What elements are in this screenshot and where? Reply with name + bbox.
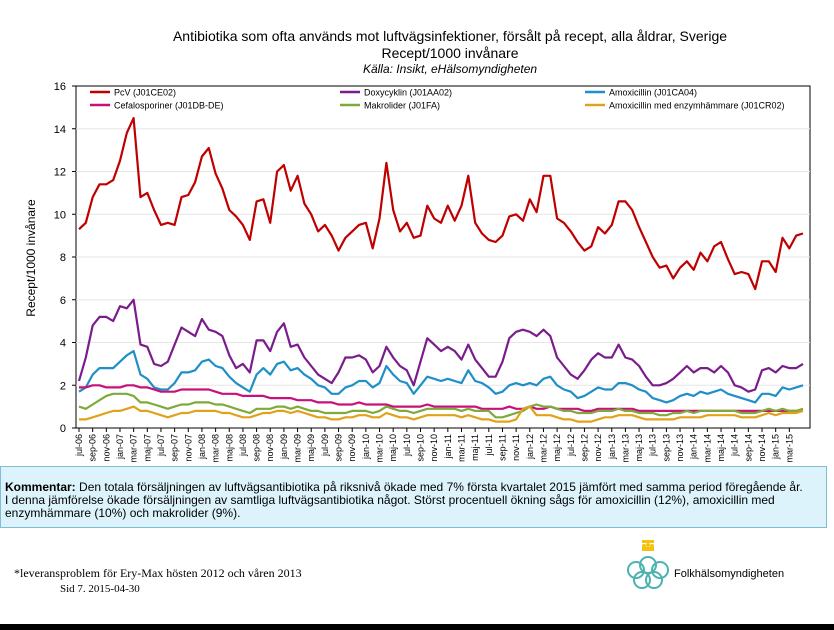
x-tick-label: jul-13	[648, 434, 658, 457]
x-tick-label: jan-08	[197, 434, 207, 460]
y-tick-label: 10	[54, 209, 66, 221]
x-tick-label: nov-12	[593, 434, 603, 462]
x-tick-label: maj-14	[716, 434, 726, 462]
x-tick-label: mar-09	[293, 434, 303, 463]
y-tick-label: 2	[60, 380, 66, 392]
line-chart: PcV (J01CE02) Doxycyklin (J01AA02) Amoxici…	[24, 81, 811, 463]
x-tick-label: sep-14	[743, 434, 753, 462]
x-tick-label: mar-08	[211, 434, 221, 463]
x-tick-label: nov-08	[265, 434, 275, 462]
series-line-0	[78, 116, 804, 291]
folkhalsomyndigheten-logo-icon	[627, 540, 669, 589]
x-tick-label: mar-07	[129, 434, 139, 463]
x-tick-label: jan-07	[115, 434, 125, 460]
legend-label: PcV (J01CE02)	[114, 88, 176, 98]
x-tick-label: nov-11	[511, 434, 521, 461]
x-tick-label: jan-13	[607, 434, 617, 460]
x-tick-label: mar-13	[620, 434, 630, 463]
y-tick-label: 12	[54, 167, 66, 179]
x-tick-label: jan-14	[689, 434, 699, 460]
x-tick-label: jul-09	[320, 434, 330, 457]
x-tick-label: maj-09	[306, 434, 316, 462]
x-tick-label: jul-08	[238, 434, 248, 457]
comment-box: Kommentar: Den totala försäljningen av l…	[0, 466, 827, 528]
x-tick-label: jul-12	[566, 434, 576, 457]
x-tick-label: nov-14	[757, 434, 767, 462]
chart-subtitle: Recept/1000 invånare	[381, 45, 519, 61]
series-line-1	[77, 298, 804, 393]
x-tick-label: sep-08	[252, 434, 262, 462]
y-tick-label: 0	[60, 423, 66, 435]
chart-title: Antibiotika som ofta används mot luftväg…	[172, 28, 728, 44]
x-tick-label: maj-12	[552, 434, 562, 462]
x-tick-label: mar-14	[702, 434, 712, 463]
x-tick-label: nov-10	[429, 434, 439, 462]
x-tick-label: sep-13	[661, 434, 671, 462]
x-tick-label: jan-10	[361, 434, 371, 460]
series-line-3	[79, 384, 803, 412]
x-tick-label: jan-15	[771, 434, 781, 460]
footnote: *leveransproblem för Ery-Max hösten 2012…	[14, 566, 302, 580]
comment-line1: Den totala försäljningen av luftvägsanti…	[75, 480, 803, 494]
x-tick-label: mar-11	[456, 434, 466, 462]
comment-line2: I denna jämförelse ökade försäljningen a…	[5, 493, 775, 507]
x-tick-label: maj-10	[388, 434, 398, 462]
x-tick-label: sep-10	[416, 434, 426, 462]
series-line-4	[78, 392, 804, 419]
comment-label: Kommentar:	[5, 480, 76, 494]
bottom-bar	[0, 624, 834, 630]
x-tick-label: maj-08	[224, 434, 234, 462]
legend-label: Amoxicillin (J01CA04)	[609, 88, 697, 98]
legend-label: Cefalosporiner (J01DB-DE)	[114, 101, 224, 111]
x-tick-label: mar-10	[375, 434, 385, 463]
legend-label: Doxycyklin (J01AA02)	[364, 88, 452, 98]
x-tick-label: maj-13	[634, 434, 644, 462]
series-line-2	[78, 350, 804, 404]
x-tick-label: sep-09	[334, 434, 344, 462]
x-tick-label: maj-11	[470, 434, 480, 461]
y-tick-label: 14	[54, 124, 66, 136]
y-tick-label: 4	[60, 338, 66, 350]
x-tick-label: maj-07	[142, 434, 152, 462]
x-tick-label: nov-09	[347, 434, 357, 462]
x-tick-label: mar-12	[538, 434, 548, 463]
chart-source: Källa: Insikt, eHälsomyndigheten	[362, 62, 538, 76]
x-tick-label: nov-07	[183, 434, 193, 462]
x-tick-label: sep-11	[497, 434, 507, 461]
x-tick-label: sep-06	[88, 434, 98, 462]
logo-text: Folkhälsomyndigheten	[674, 568, 785, 580]
x-tick-label: jul-07	[156, 434, 166, 457]
y-tick-label: 16	[54, 81, 66, 93]
legend-label: Amoxicillin med enzymhämmare (J01CR02)	[609, 101, 785, 111]
x-tick-label: jul-10	[402, 434, 412, 457]
x-tick-label: sep-07	[170, 434, 180, 462]
legend-label: Makrolider (J01FA)	[364, 101, 440, 111]
x-tick-label: jul-11	[484, 434, 494, 456]
page-number: Sid 7. 2015-04-30	[60, 583, 140, 595]
y-tick-label: 8	[60, 252, 66, 264]
y-axis-label: Recept/1000 invånare	[24, 199, 38, 317]
x-tick-label: jan-11	[443, 434, 453, 459]
comment-line3: enzymhämmare (10%) och makrolider (9%).	[5, 506, 241, 520]
series-line-5	[79, 405, 804, 423]
x-tick-label: nov-06	[101, 434, 111, 462]
x-tick-label: jul-14	[730, 434, 740, 457]
x-tick-label: sep-12	[579, 434, 589, 462]
x-tick-label: nov-13	[675, 434, 685, 462]
x-tick-label: jan-12	[525, 434, 535, 460]
x-tick-label: jul-06	[74, 434, 84, 457]
x-tick-label: mar-15	[784, 434, 794, 463]
y-tick-label: 6	[60, 295, 66, 307]
x-tick-label: jan-09	[279, 434, 289, 460]
